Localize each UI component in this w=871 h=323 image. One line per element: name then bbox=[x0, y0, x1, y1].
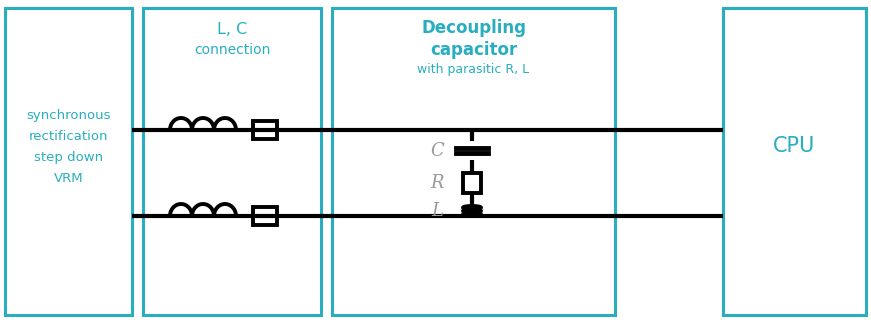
Polygon shape bbox=[463, 173, 481, 193]
Text: synchronous
rectification
step down
VRM: synchronous rectification step down VRM bbox=[26, 109, 111, 184]
Text: CPU: CPU bbox=[773, 137, 815, 157]
Text: with parasitic R, L: with parasitic R, L bbox=[417, 64, 530, 77]
Text: capacitor: capacitor bbox=[430, 41, 517, 59]
Text: C: C bbox=[430, 141, 444, 160]
Text: Decoupling: Decoupling bbox=[421, 19, 526, 37]
Text: L, C: L, C bbox=[217, 23, 247, 37]
Text: R: R bbox=[430, 174, 443, 192]
Polygon shape bbox=[253, 207, 277, 225]
Polygon shape bbox=[253, 121, 277, 139]
Text: connection: connection bbox=[194, 43, 270, 57]
Text: L: L bbox=[431, 202, 443, 220]
